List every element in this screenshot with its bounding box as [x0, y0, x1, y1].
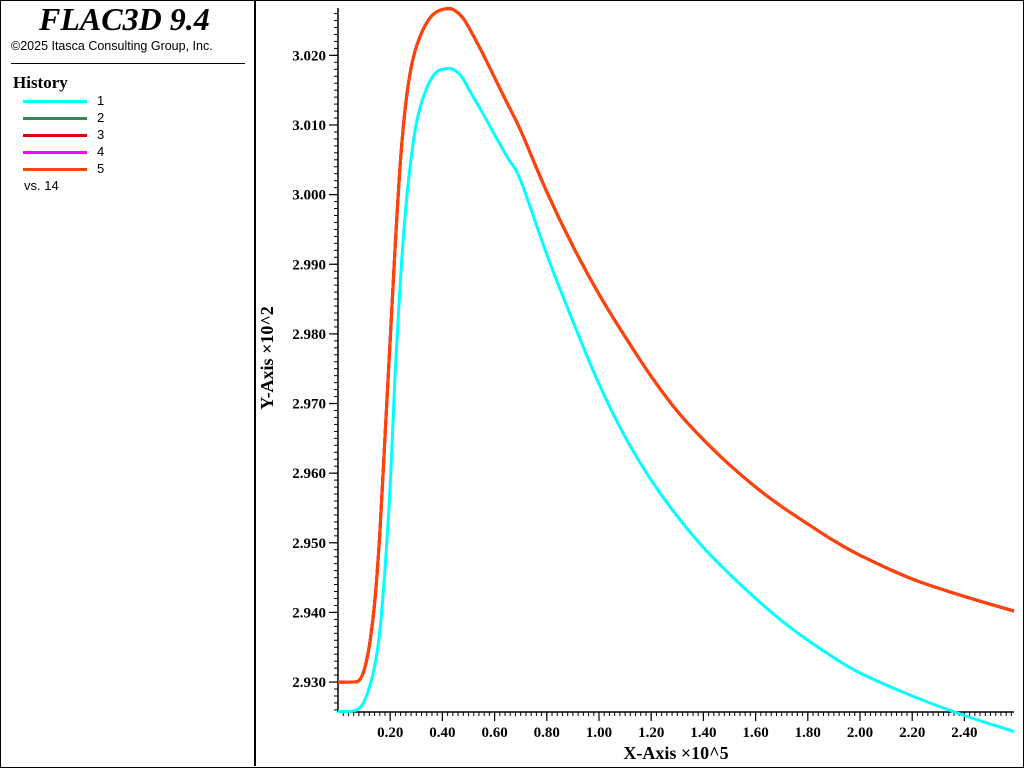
y-tick-label: 2.990: [292, 257, 326, 273]
y-tick-label: 3.020: [292, 48, 326, 64]
y-tick-label: 3.010: [292, 118, 326, 134]
x-tick-label: 1.00: [586, 725, 612, 741]
y-tick-label: 2.930: [292, 675, 326, 691]
legend-entry: 1: [23, 93, 143, 110]
x-tick-label: 0.40: [429, 725, 455, 741]
x-tick-label: 2.40: [951, 725, 977, 741]
y-tick-label: 2.960: [292, 466, 326, 482]
series-5-line: [337, 7, 1015, 684]
legend-swatch: [23, 100, 87, 103]
legend-label: 5: [97, 161, 105, 176]
copyright-text: ©2025 Itasca Consulting Group, Inc.: [11, 39, 213, 53]
series-2-line: [337, 7, 1015, 684]
legend-label: 3: [97, 127, 105, 142]
x-tick-label: 0.60: [481, 725, 507, 741]
legend-swatch: [23, 134, 87, 137]
series-layer: [337, 7, 1015, 733]
x-tick-label: 1.40: [690, 725, 716, 741]
legend-entry: 2: [23, 110, 143, 127]
legend-entry: 3: [23, 127, 143, 144]
x-tick-label: 0.80: [534, 725, 560, 741]
series-4-line: [337, 7, 1015, 684]
legend-panel: FLAC3D 9.4 ©2025 Itasca Consulting Group…: [1, 1, 256, 766]
legend-label: 4: [97, 144, 105, 159]
legend-swatch: [23, 117, 87, 120]
y-tick-label: 3.000: [292, 188, 326, 204]
x-tick-label: 1.60: [742, 725, 768, 741]
series-3-line: [337, 7, 1015, 684]
legend-swatch: [23, 168, 87, 171]
y-tick-label: 2.970: [292, 397, 326, 413]
history-plot[interactable]: 2.930 2.940 2.950 2.960 2.970 2.980 2.990 3.000…: [256, 0, 1022, 766]
title-divider: [11, 63, 245, 64]
axes: 2.930 2.940 2.950 2.960 2.970 2.980 2.990 3.000…: [292, 8, 1014, 741]
x-tick-label: 0.20: [377, 725, 403, 741]
x-tick-label: 2.00: [847, 725, 873, 741]
legend-label: 2: [97, 110, 105, 125]
series-1-line: [337, 66, 1015, 733]
legend-label: 1: [97, 93, 105, 108]
x-tick-label: 2.20: [899, 725, 925, 741]
legend-entry: 4: [23, 144, 143, 161]
history-heading: History: [13, 73, 68, 92]
legend-entry: 5: [23, 161, 143, 178]
y-axis-label: Y-Axis ×10^2: [257, 306, 277, 410]
app-title: FLAC3D 9.4: [39, 1, 210, 37]
y-tick-label: 2.980: [292, 327, 326, 343]
legend-list: 1 2 3 4 5: [23, 93, 143, 178]
y-tick-label: 2.950: [292, 536, 326, 552]
y-tick-label: 2.940: [292, 605, 326, 621]
x-tick-label: 1.20: [638, 725, 664, 741]
vs-history-label: vs. 14: [24, 178, 59, 193]
x-tick-label: 1.80: [795, 725, 821, 741]
x-axis-label: X-Axis ×10^5: [623, 743, 728, 763]
legend-swatch: [23, 151, 87, 154]
